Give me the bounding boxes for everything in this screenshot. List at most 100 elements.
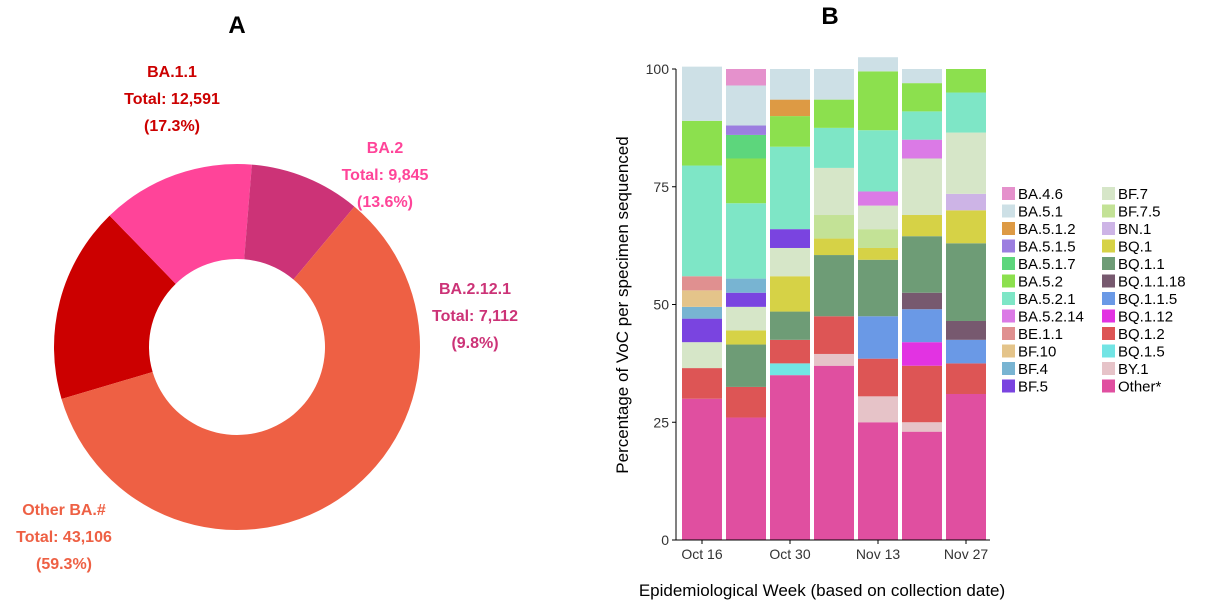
bar-segment bbox=[682, 306, 722, 319]
panel-a-label: A bbox=[228, 12, 245, 39]
bar-segment bbox=[946, 193, 986, 211]
bar-segment bbox=[726, 203, 766, 279]
bar-segment bbox=[946, 69, 986, 93]
bar-segment bbox=[946, 363, 986, 394]
bar-segment bbox=[946, 339, 986, 364]
donut-label-pct: (13.6%) bbox=[357, 194, 413, 211]
y-tick-label: 100 bbox=[646, 61, 670, 77]
bar-segment bbox=[770, 247, 810, 277]
legend-label: BE.1.1 bbox=[1018, 326, 1063, 343]
bar-segment bbox=[902, 69, 942, 84]
donut-label-name: BA.2.12.1 bbox=[439, 281, 511, 298]
bar-segment bbox=[770, 99, 810, 117]
donut-label-name: BA.2 bbox=[367, 140, 404, 157]
legend-label: BQ.1.1 bbox=[1118, 256, 1165, 273]
legend-swatch bbox=[1002, 204, 1015, 218]
donut-label-total: Total: 7,112 bbox=[432, 308, 518, 325]
x-tick-label: Nov 27 bbox=[944, 546, 989, 562]
legend-swatch bbox=[1102, 344, 1115, 358]
bar-segment bbox=[858, 247, 898, 260]
bar-segment bbox=[682, 342, 722, 369]
donut-chart bbox=[53, 164, 421, 530]
donut-label-total: Total: 43,106 bbox=[16, 529, 112, 546]
legend-label: BA.5.2 bbox=[1018, 274, 1063, 291]
legend-label: BA.5.1.2 bbox=[1018, 221, 1076, 238]
bar-segment bbox=[902, 422, 942, 432]
panel-b: B 0 25 50 75 100 Oct 16 Oct 30 Nov 13 Nov 27 Per… bbox=[613, 3, 1186, 600]
bar-segment bbox=[726, 158, 766, 204]
donut-label-pct: (59.3%) bbox=[36, 556, 92, 573]
y-axis-label: Percentage of VoC per specimen sequenced bbox=[613, 136, 632, 473]
legend-label: BA.5.2.1 bbox=[1018, 291, 1076, 308]
bar-segment bbox=[814, 127, 854, 168]
legend-swatch bbox=[1002, 222, 1015, 235]
legend-swatch bbox=[1002, 327, 1015, 340]
panel-a: A BA.1.1 Total: 12,591 (17.3%) BA.2 Total: 9… bbox=[16, 12, 518, 573]
x-tick-label: Oct 30 bbox=[769, 546, 810, 562]
y-tick-label: 0 bbox=[661, 532, 669, 548]
bar-segment bbox=[946, 243, 986, 321]
bar-segment bbox=[682, 165, 722, 277]
bar-segment bbox=[770, 276, 810, 312]
legend-swatch bbox=[1102, 239, 1115, 253]
legend-label: BY.1 bbox=[1118, 361, 1149, 378]
legend-label: BF.4 bbox=[1018, 361, 1048, 378]
donut-label-total: Total: 12,591 bbox=[124, 91, 220, 108]
bar-segment bbox=[814, 99, 854, 128]
bar-segment bbox=[770, 146, 810, 230]
y-tick-label: 25 bbox=[653, 414, 669, 430]
bar-segment bbox=[946, 132, 986, 194]
bar-segment bbox=[726, 417, 766, 540]
donut-slice-ba-1-1 bbox=[53, 215, 176, 399]
bar-segment bbox=[814, 69, 854, 100]
axes: 0 25 50 75 100 Oct 16 Oct 30 Nov 13 Nov 27 bbox=[646, 61, 990, 562]
donut-labels: BA.1.1 Total: 12,591 (17.3%) BA.2 Total: 9,8… bbox=[16, 64, 518, 573]
bar-segment bbox=[858, 229, 898, 248]
bar-segment bbox=[902, 215, 942, 237]
bar-segment bbox=[858, 57, 898, 72]
legend: BA.4.6BA.5.1BA.5.1.2BA.5.1.5BA.5.1.7BA.5… bbox=[1002, 186, 1186, 396]
bar-segment bbox=[946, 320, 986, 340]
legend-swatch bbox=[1102, 327, 1115, 340]
legend-label: BA.5.1.5 bbox=[1018, 239, 1076, 256]
y-tick-label: 50 bbox=[653, 297, 669, 313]
legend-label: BF.10 bbox=[1018, 344, 1056, 361]
legend-label: BF.7 bbox=[1118, 186, 1148, 203]
donut-label-name: Other BA.# bbox=[22, 502, 106, 519]
legend-swatch bbox=[1102, 274, 1115, 288]
bar-segment bbox=[726, 386, 766, 418]
bar-segment bbox=[682, 318, 722, 343]
legend-label: BQ.1.2 bbox=[1118, 326, 1165, 343]
x-tick-label: Oct 16 bbox=[681, 546, 722, 562]
bar-segment bbox=[726, 306, 766, 331]
legend-swatch bbox=[1002, 257, 1015, 270]
legend-swatch bbox=[1002, 239, 1015, 253]
donut-label-pct: (9.8%) bbox=[451, 335, 498, 352]
legend-label: BQ.1 bbox=[1118, 239, 1152, 256]
bar-segment bbox=[902, 236, 942, 293]
legend-label: BQ.1.12 bbox=[1118, 309, 1173, 326]
bar-segment bbox=[858, 259, 898, 317]
bar-segment bbox=[902, 292, 942, 310]
bar-segment bbox=[902, 111, 942, 140]
bar-segment bbox=[770, 375, 810, 540]
legend-label: BQ.1.5 bbox=[1118, 344, 1165, 361]
bar-segment bbox=[682, 66, 722, 121]
bar-segment bbox=[726, 85, 766, 126]
legend-label: Other* bbox=[1118, 379, 1162, 396]
donut-slice-ba-2 bbox=[109, 164, 252, 284]
bar-segment bbox=[858, 71, 898, 131]
legend-swatch bbox=[1102, 292, 1115, 305]
legend-swatch bbox=[1002, 379, 1015, 393]
legend-swatch bbox=[1002, 292, 1015, 305]
donut-label-total: Total: 9,845 bbox=[342, 167, 429, 184]
x-tick-label: Nov 13 bbox=[856, 546, 901, 562]
bar-segment bbox=[726, 292, 766, 307]
legend-swatch bbox=[1102, 379, 1115, 393]
legend-label: BQ.1.1.18 bbox=[1118, 274, 1186, 291]
bar-segment bbox=[858, 422, 898, 540]
legend-label: BA.5.2.14 bbox=[1018, 309, 1084, 326]
bar-segment bbox=[814, 167, 854, 216]
bar-segment bbox=[726, 344, 766, 387]
